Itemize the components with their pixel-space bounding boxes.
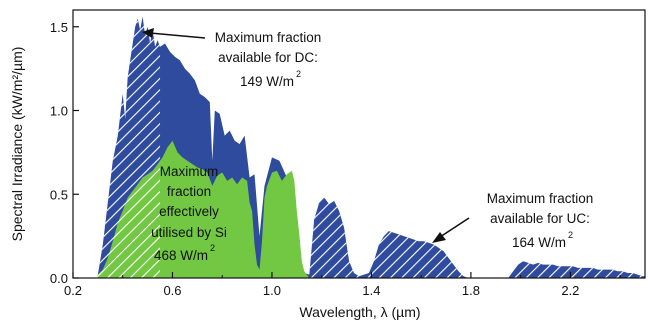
x-axis-title: Wavelength, λ (µm) — [299, 304, 420, 320]
dc-arrow-head — [142, 28, 154, 38]
uc-annotation-line-1: Maximum fraction — [487, 191, 594, 206]
x-tick-label: 1.4 — [362, 283, 380, 298]
y-tick-label: 1.0 — [50, 104, 68, 119]
y-tick-label: 0.5 — [50, 187, 68, 202]
y-tick-label: 1.5 — [50, 20, 68, 35]
x-axis-ticks: 0.2 0.6 1.0 1.4 1.8 2.2 — [64, 272, 621, 298]
uc-annotation-exponent: 2 — [568, 230, 573, 240]
dc-annotation-line-1: Maximum fraction — [215, 30, 322, 45]
uc-annotation: Maximum fraction available for UC: 164 W… — [432, 191, 593, 250]
x-tick-label: 1.0 — [263, 283, 281, 298]
x-tick-label: 2.2 — [561, 283, 579, 298]
dc-annotation-exponent: 2 — [296, 69, 301, 79]
uc-annotation-value: 164 W/m — [512, 235, 566, 250]
si-annotation-line-3: effectively — [159, 204, 219, 219]
x-tick-label: 0.6 — [163, 283, 181, 298]
si-annotation-line-1: Maximum — [160, 164, 219, 179]
uc-hatched-region — [309, 197, 645, 278]
dc-hatched-region — [97, 16, 161, 278]
si-annotation-line-2: fraction — [167, 184, 211, 199]
y-axis-ticks: 0.0 0.5 1.0 1.5 — [50, 20, 79, 286]
uc-arrow-head — [432, 232, 446, 243]
y-axis-title: Spectral Irradiance (kW/m²/µm) — [9, 47, 25, 242]
uc-annotation-arrow — [439, 217, 470, 238]
x-tick-label: 1.8 — [462, 283, 480, 298]
dc-annotation-value: 149 W/m — [240, 74, 294, 89]
si-annotation-exponent: 2 — [210, 243, 215, 253]
plot-frame — [72, 9, 646, 279]
uc-annotation-line-2: available for UC: — [490, 211, 590, 226]
si-annotation-value: 468 W/m — [154, 248, 208, 263]
dc-annotation: Maximum fraction available for DC: 149 W… — [142, 28, 321, 89]
dc-annotation-line-2: available for DC: — [218, 50, 318, 65]
y-tick-label: 0.0 — [50, 271, 68, 286]
x-tick-label: 0.2 — [64, 283, 82, 298]
dc-annotation-arrow — [149, 32, 206, 39]
si-annotation-line-4: utilised by Si — [151, 225, 227, 240]
si-annotation: Maximum fraction effectively utilised by… — [151, 164, 227, 263]
